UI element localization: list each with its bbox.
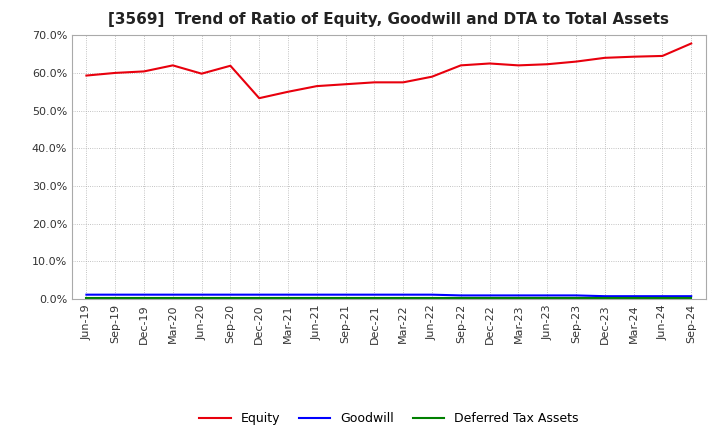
Deferred Tax Assets xyxy=(600,295,609,301)
Goodwill xyxy=(514,293,523,298)
Deferred Tax Assets xyxy=(629,295,638,301)
Goodwill xyxy=(572,293,580,298)
Equity xyxy=(341,81,350,87)
Equity xyxy=(629,54,638,59)
Equity xyxy=(284,89,292,95)
Equity xyxy=(428,74,436,79)
Deferred Tax Assets xyxy=(658,295,667,301)
Title: [3569]  Trend of Ratio of Equity, Goodwill and DTA to Total Assets: [3569] Trend of Ratio of Equity, Goodwil… xyxy=(108,12,670,27)
Goodwill xyxy=(197,292,206,297)
Goodwill xyxy=(658,293,667,299)
Goodwill xyxy=(140,292,148,297)
Goodwill xyxy=(629,293,638,299)
Deferred Tax Assets xyxy=(197,295,206,301)
Goodwill xyxy=(428,292,436,297)
Goodwill xyxy=(284,292,292,297)
Equity xyxy=(399,80,408,85)
Equity xyxy=(370,80,379,85)
Equity xyxy=(226,63,235,68)
Equity xyxy=(82,73,91,78)
Goodwill xyxy=(312,292,321,297)
Deferred Tax Assets xyxy=(284,295,292,301)
Goodwill xyxy=(111,292,120,297)
Equity xyxy=(658,53,667,59)
Deferred Tax Assets xyxy=(572,295,580,301)
Goodwill xyxy=(600,293,609,299)
Equity xyxy=(312,84,321,89)
Deferred Tax Assets xyxy=(312,295,321,301)
Goodwill xyxy=(168,292,177,297)
Goodwill xyxy=(485,293,494,298)
Equity xyxy=(168,63,177,68)
Deferred Tax Assets xyxy=(226,295,235,301)
Goodwill xyxy=(255,292,264,297)
Goodwill xyxy=(370,292,379,297)
Line: Goodwill: Goodwill xyxy=(86,295,691,296)
Goodwill xyxy=(82,292,91,297)
Goodwill xyxy=(687,293,696,299)
Equity xyxy=(140,69,148,74)
Deferred Tax Assets xyxy=(456,295,465,301)
Goodwill xyxy=(341,292,350,297)
Equity xyxy=(197,71,206,76)
Goodwill xyxy=(456,293,465,298)
Equity xyxy=(485,61,494,66)
Deferred Tax Assets xyxy=(140,295,148,301)
Equity xyxy=(600,55,609,60)
Equity xyxy=(514,63,523,68)
Deferred Tax Assets xyxy=(543,295,552,301)
Equity xyxy=(456,63,465,68)
Deferred Tax Assets xyxy=(399,295,408,301)
Deferred Tax Assets xyxy=(111,295,120,301)
Deferred Tax Assets xyxy=(687,295,696,301)
Deferred Tax Assets xyxy=(485,295,494,301)
Goodwill xyxy=(543,293,552,298)
Deferred Tax Assets xyxy=(82,295,91,301)
Deferred Tax Assets xyxy=(514,295,523,301)
Equity xyxy=(543,62,552,67)
Equity xyxy=(255,95,264,101)
Equity xyxy=(111,70,120,76)
Deferred Tax Assets xyxy=(341,295,350,301)
Goodwill xyxy=(226,292,235,297)
Deferred Tax Assets xyxy=(370,295,379,301)
Line: Equity: Equity xyxy=(86,44,691,98)
Deferred Tax Assets xyxy=(428,295,436,301)
Legend: Equity, Goodwill, Deferred Tax Assets: Equity, Goodwill, Deferred Tax Assets xyxy=(194,407,583,430)
Goodwill xyxy=(399,292,408,297)
Deferred Tax Assets xyxy=(255,295,264,301)
Equity xyxy=(572,59,580,64)
Equity xyxy=(687,41,696,46)
Deferred Tax Assets xyxy=(168,295,177,301)
